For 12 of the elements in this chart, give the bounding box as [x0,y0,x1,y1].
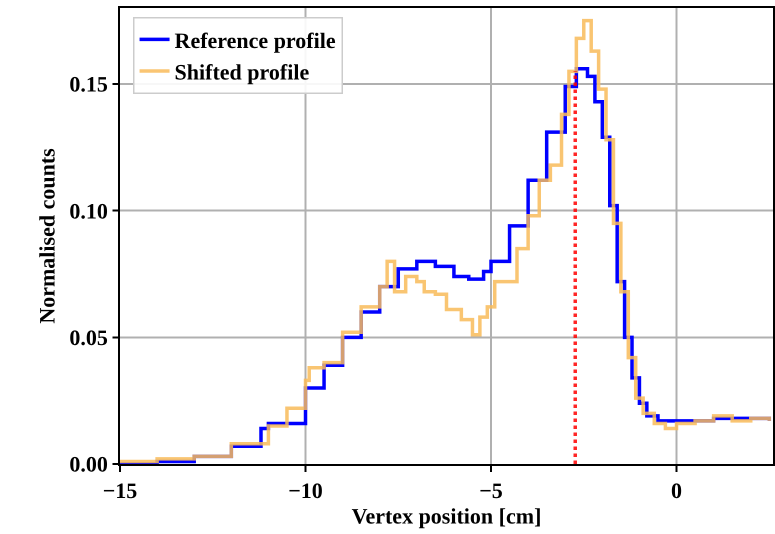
x-tick-label: −5 [479,478,503,504]
y-tick-label: 0.05 [69,325,108,350]
y-tick-label: 0.00 [69,452,108,477]
x-axis-title: Vertex position [cm] [352,504,542,529]
x-tick-label: 0 [671,478,682,504]
x-tick-label: −10 [288,478,323,504]
y-tick-label: 0.10 [69,198,108,224]
legend-label: Reference profile [174,28,336,53]
legend-label: Shifted profile [174,60,310,85]
y-axis-title: Normalised counts [34,148,60,324]
y-tick-label: 0.15 [69,72,108,97]
x-tick-label: −15 [102,478,138,504]
